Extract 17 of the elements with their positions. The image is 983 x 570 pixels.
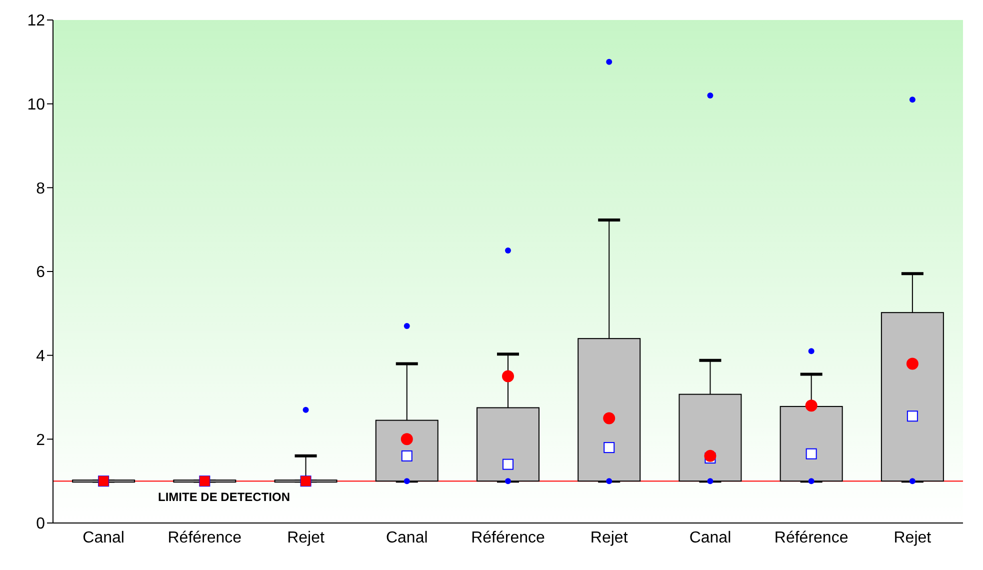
x-tick-label: Canal xyxy=(689,529,732,546)
y-tick-label: 0 xyxy=(36,516,46,533)
x-tick-label: Rejet xyxy=(590,529,628,546)
x-tick-label: Canal xyxy=(386,529,428,546)
x-tick-label: Référence xyxy=(774,529,848,546)
y-tick-label: 6 xyxy=(36,264,46,282)
x-tick-label: Canal xyxy=(82,529,124,546)
y-tick-label: 10 xyxy=(27,96,46,114)
y-tick-label: 12 xyxy=(27,12,46,30)
x-tick-label: Rejet xyxy=(287,529,326,546)
y-tick-label: 8 xyxy=(36,180,46,198)
x-tick-label: Référence xyxy=(168,529,242,546)
y-tick-label: 4 xyxy=(36,348,46,366)
ref-line-label: LIMITE DE DETECTION xyxy=(158,490,290,504)
x-tick-label: Rejet xyxy=(894,529,932,546)
y-tick-label: 2 xyxy=(36,432,46,449)
x-tick-label: Référence xyxy=(471,529,546,546)
